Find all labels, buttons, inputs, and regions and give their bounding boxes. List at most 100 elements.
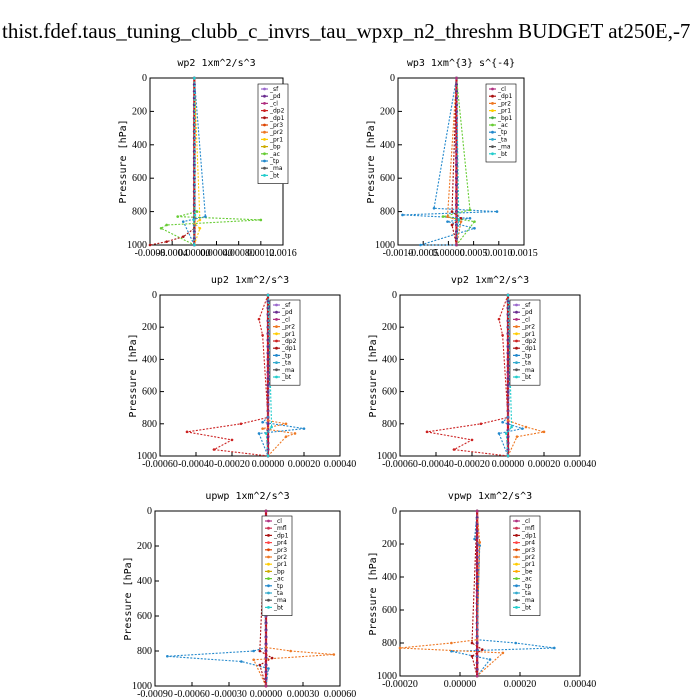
y-axis-label: Pressure [hPa]	[128, 333, 139, 417]
series-line-bt	[265, 294, 273, 457]
x-tick-label: 0.00020	[288, 459, 321, 470]
plot-frame	[399, 510, 581, 677]
legend-marker	[263, 159, 266, 163]
series-point-pr2	[289, 649, 292, 653]
legend-marker	[275, 303, 278, 307]
legend-entry: _dp2	[281, 338, 297, 345]
series-point-pr2	[478, 541, 482, 544]
legend-marker	[491, 116, 494, 120]
series-point-tp	[261, 420, 264, 424]
legend-marker	[263, 174, 266, 177]
legend-entry: _tp	[281, 352, 291, 359]
legend-entry: _pr3	[521, 547, 535, 554]
y-tick-label: 1000	[137, 451, 157, 462]
legend-marker	[263, 138, 266, 141]
legend-marker	[263, 102, 266, 105]
legend-marker	[275, 318, 278, 321]
series-point-pr2	[542, 430, 546, 434]
x-tick-label: 0.00080	[222, 248, 255, 259]
series-point-dp2	[261, 333, 264, 337]
legend-marker	[491, 109, 494, 112]
legend-marker	[491, 145, 494, 149]
profile-marker	[455, 163, 458, 167]
x-tick-label: -0.00020	[382, 679, 418, 690]
profile-marker	[475, 641, 479, 645]
legend-marker	[267, 606, 270, 609]
series-point-tp	[257, 432, 261, 435]
series-point-pr2	[459, 220, 463, 223]
legend-marker	[515, 584, 518, 588]
legend-marker	[263, 116, 266, 120]
legend-entry: _pr1	[521, 561, 535, 568]
series-point-tp	[240, 660, 243, 663]
legend-marker	[263, 123, 266, 127]
series-point-dp2	[212, 448, 216, 451]
profile-marker	[192, 236, 196, 240]
legend-marker	[515, 361, 518, 364]
y-tick-label: 200	[137, 541, 152, 552]
series-point-ac	[165, 223, 168, 227]
legend-entry: _cl	[497, 86, 506, 93]
legend-entry: _pd	[269, 93, 281, 100]
series-point-bt	[266, 454, 270, 458]
y-tick-label: 1000	[377, 671, 397, 682]
y-tick-label: 1000	[127, 240, 147, 251]
y-tick-label: 800	[142, 419, 157, 430]
legend-marker	[267, 541, 270, 544]
x-tick-label: -0.00020	[454, 459, 490, 470]
legend-entry: _mfl	[521, 525, 535, 532]
series-point-tp	[497, 432, 501, 435]
series-point-bt	[193, 213, 197, 217]
legend-entry: _bt	[273, 604, 284, 611]
series-point-cl	[475, 592, 479, 595]
series-point-bt	[192, 218, 196, 222]
legend-entry: _be	[521, 568, 533, 575]
y-tick-label: 400	[382, 354, 397, 365]
x-tick-label: 0.00040	[564, 679, 597, 690]
legend-marker	[515, 318, 518, 321]
series-point-pr2	[515, 435, 519, 438]
y-tick-label: 600	[142, 387, 157, 398]
series-point-tp	[432, 206, 436, 210]
series-point-tp	[266, 416, 270, 419]
legend-entry: _dp2	[269, 108, 285, 115]
x-tick-label: 0.00030	[287, 689, 320, 700]
series-point-pr2	[446, 215, 449, 218]
legend-entry: _sf	[269, 86, 279, 93]
panel-title: vp2 1xm^2/s^3	[451, 275, 529, 286]
x-tick-label: -0.0008	[135, 248, 166, 259]
series-point-ac	[195, 210, 199, 213]
legend-marker	[491, 123, 494, 127]
series-point-cl	[455, 160, 458, 163]
series-point-ac	[159, 227, 163, 230]
legend-marker	[515, 375, 518, 379]
legend-marker	[275, 368, 278, 372]
profile-marker	[506, 377, 510, 381]
panel-title: wp2 1xm^2/s^3	[177, 58, 255, 69]
series-point-tp	[468, 216, 472, 220]
legend-marker	[515, 325, 518, 328]
series-point-dp2	[479, 422, 483, 426]
legend-entry: _pr3	[273, 547, 287, 554]
legend-entry: _dp2	[521, 338, 537, 345]
series-point-tp	[521, 427, 524, 430]
series-point-bt	[270, 425, 273, 429]
y-axis-label: Pressure [hPa]	[366, 119, 377, 203]
profile-marker	[266, 377, 270, 381]
legend-entry: _bp1	[497, 115, 513, 122]
series-point-cl	[475, 509, 479, 513]
series-point-cl	[475, 674, 479, 678]
legend-marker	[515, 519, 518, 523]
legend-marker	[263, 166, 266, 170]
legend-entry: _pr2	[281, 324, 295, 331]
series-point-cl	[264, 684, 268, 688]
series-point-cl	[506, 374, 510, 377]
x-tick-label: -0.00060	[142, 459, 178, 470]
legend: _sf_pd_cl_pr2_pr1_dp2_dp1_tp_ta_ma_bt	[269, 299, 301, 386]
legend-entry: _tp	[269, 158, 279, 165]
x-tick-label: -0.0010	[383, 248, 414, 259]
legend-marker	[275, 346, 278, 350]
series-point-pr1	[198, 227, 202, 230]
x-tick-label: 0.00000	[444, 679, 477, 690]
series-line-dp2	[186, 294, 269, 457]
